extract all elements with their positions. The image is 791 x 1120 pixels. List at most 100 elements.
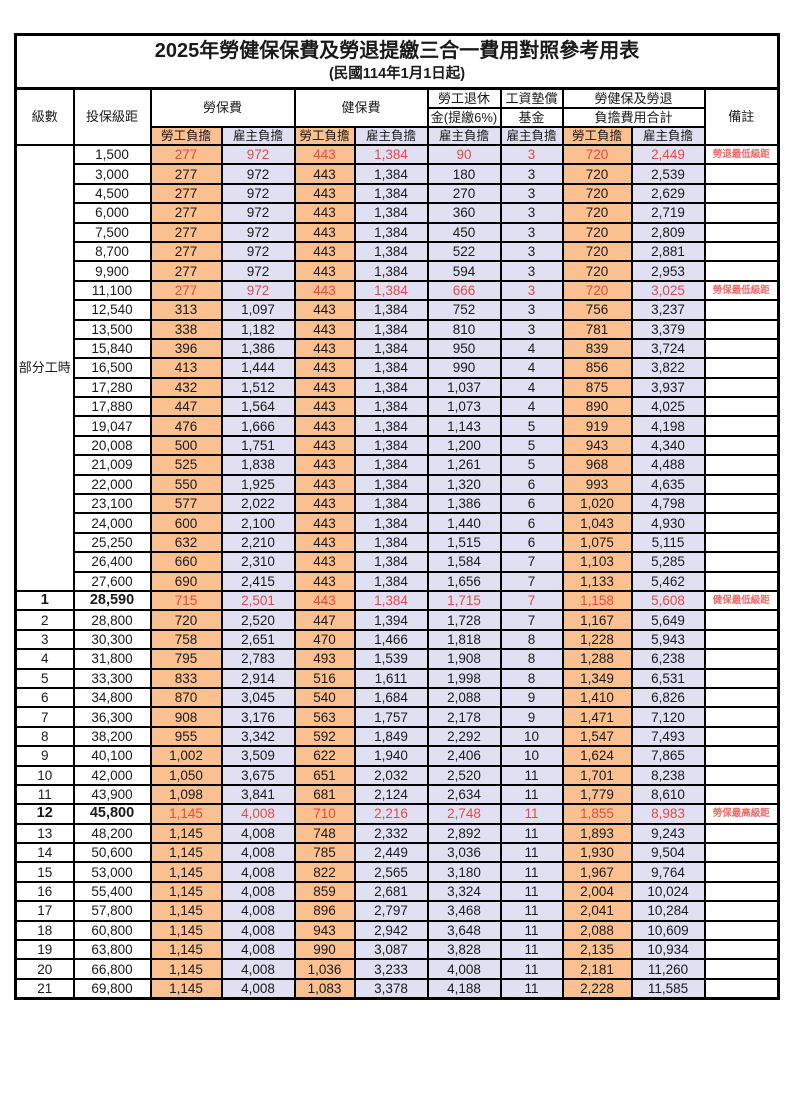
pension-employer-cell: 2,892 (426, 822, 502, 845)
remark-cell (703, 512, 780, 534)
labor-employer-cell: 1,751 (220, 434, 296, 457)
health-employer-cell: 3,233 (353, 958, 429, 980)
health-employee-cell: 443 (293, 396, 356, 418)
remark-cell: 勞保最低級距 (703, 279, 780, 302)
total-employee-cell: 875 (561, 376, 633, 399)
labor-employee-cell: 758 (149, 628, 223, 651)
level-cell: 11 (14, 783, 75, 806)
labor-employer-cell: 1,182 (220, 318, 296, 340)
remark-cell (703, 531, 780, 554)
total-employee-cell: 1,547 (561, 725, 633, 748)
wage-fund-employer-cell: 3 (499, 279, 564, 302)
labor-employee-cell: 1,145 (149, 842, 223, 864)
labor-employer-cell: 2,501 (220, 589, 296, 612)
bracket-cell: 22,000 (72, 473, 152, 496)
level-cell: 2 (14, 609, 75, 631)
total-employee-cell: 1,288 (561, 648, 633, 670)
total-employee-cell: 2,041 (561, 900, 633, 922)
health-employer-cell: 1,384 (353, 279, 429, 302)
health-employer-cell: 1,384 (353, 512, 429, 534)
labor-employer-cell: 2,783 (220, 648, 296, 670)
total-employee-cell: 1,167 (561, 609, 633, 631)
health-employer-cell: 1,384 (353, 260, 429, 282)
level-cell: 16 (14, 880, 75, 903)
wage-fund-employer-cell: 4 (499, 357, 564, 379)
pension-employer-cell: 3,468 (426, 900, 502, 922)
pension-employer-cell: 950 (426, 337, 502, 360)
labor-employer-cell: 972 (220, 143, 296, 166)
labor-employer-cell: 2,651 (220, 628, 296, 651)
health-employer-cell: 1,384 (353, 143, 429, 166)
pension-employer-cell: 360 (426, 202, 502, 224)
health-employee-cell: 1,036 (293, 958, 356, 980)
level-cell: 8 (14, 725, 75, 748)
total-employee-cell: 1,043 (561, 512, 633, 534)
total-employer-cell: 3,724 (630, 337, 706, 360)
wage-fund-employer-cell: 4 (499, 396, 564, 418)
bracket-cell: 13,500 (72, 318, 152, 340)
total-employee-cell: 1,930 (561, 842, 633, 864)
remark-cell (703, 357, 780, 379)
health-employee-cell: 622 (293, 745, 356, 767)
table-row: 3 30,300 758 2,651 470 1,466 1,818 8 1,228 5,943 (14, 628, 780, 651)
health-employer-cell: 1,384 (353, 357, 429, 379)
pension-employer-cell: 3,648 (426, 919, 502, 942)
health-employee-cell: 540 (293, 686, 356, 709)
labor-employer-cell: 972 (220, 202, 296, 224)
wage-fund-employer-cell: 11 (499, 919, 564, 942)
total-employer-cell: 2,719 (630, 202, 706, 224)
total-employer-cell: 4,930 (630, 512, 706, 534)
wage-fund-employer-cell: 3 (499, 143, 564, 166)
health-employee-cell: 681 (293, 783, 356, 806)
pension-employer-cell: 90 (426, 143, 502, 166)
total-employee-cell: 720 (561, 221, 633, 243)
level-cell: 20 (14, 958, 75, 980)
bracket-cell: 27,600 (72, 570, 152, 593)
remark-cell (703, 764, 780, 786)
labor-employee-cell: 432 (149, 376, 223, 399)
col-header-wage-fund-line1: 工資墊償 (499, 87, 564, 109)
wage-fund-employer-cell: 3 (499, 240, 564, 263)
labor-employee-cell: 277 (149, 202, 223, 224)
bracket-cell: 43,900 (72, 783, 152, 806)
wage-fund-employer-cell: 3 (499, 221, 564, 243)
col-header-total-line1: 勞健保及勞退 (561, 87, 706, 109)
table-row: 17 57,800 1,145 4,008 896 2,797 3,468 11 2,041 10… (14, 900, 780, 922)
bracket-cell: 42,000 (72, 764, 152, 786)
remark-cell: 健保最低級距 (703, 589, 780, 612)
bracket-cell: 19,047 (72, 415, 152, 437)
labor-employer-cell: 2,100 (220, 512, 296, 534)
labor-employer-cell: 3,045 (220, 686, 296, 709)
health-employee-cell: 822 (293, 861, 356, 883)
health-employee-cell: 516 (293, 667, 356, 689)
total-employer-cell: 6,531 (630, 667, 706, 689)
health-employer-cell: 2,216 (353, 803, 429, 825)
remark-cell (703, 628, 780, 651)
total-employer-cell: 7,493 (630, 725, 706, 748)
bracket-cell: 50,600 (72, 842, 152, 864)
pension-employer-cell: 450 (426, 221, 502, 243)
labor-employer-cell: 4,008 (220, 822, 296, 845)
bracket-cell: 60,800 (72, 919, 152, 942)
bracket-cell: 69,800 (72, 977, 152, 1000)
remark-cell (703, 318, 780, 340)
health-employer-cell: 1,394 (353, 609, 429, 631)
pension-employer-cell: 1,073 (426, 396, 502, 418)
wage-fund-employer-cell: 4 (499, 376, 564, 399)
remark-cell (703, 376, 780, 399)
wage-fund-employer-cell: 6 (499, 512, 564, 534)
table-row: 9,900 277 972 443 1,384 594 3 720 2,953 (16, 260, 780, 282)
remark-cell (703, 609, 780, 631)
total-employer-cell: 7,120 (630, 706, 706, 728)
health-employer-cell: 1,384 (353, 202, 429, 224)
wage-fund-employer-cell: 6 (499, 531, 564, 554)
health-employer-cell: 1,384 (353, 318, 429, 340)
total-employee-cell: 720 (561, 182, 633, 205)
labor-employee-cell: 277 (149, 143, 223, 166)
total-employee-cell: 1,701 (561, 764, 633, 786)
health-employee-cell: 447 (293, 609, 356, 631)
bracket-cell: 9,900 (72, 260, 152, 282)
total-employee-burden-header: 勞工負擔 (561, 126, 633, 146)
health-employee-cell: 443 (293, 551, 356, 573)
labor-employee-cell: 690 (149, 570, 223, 593)
